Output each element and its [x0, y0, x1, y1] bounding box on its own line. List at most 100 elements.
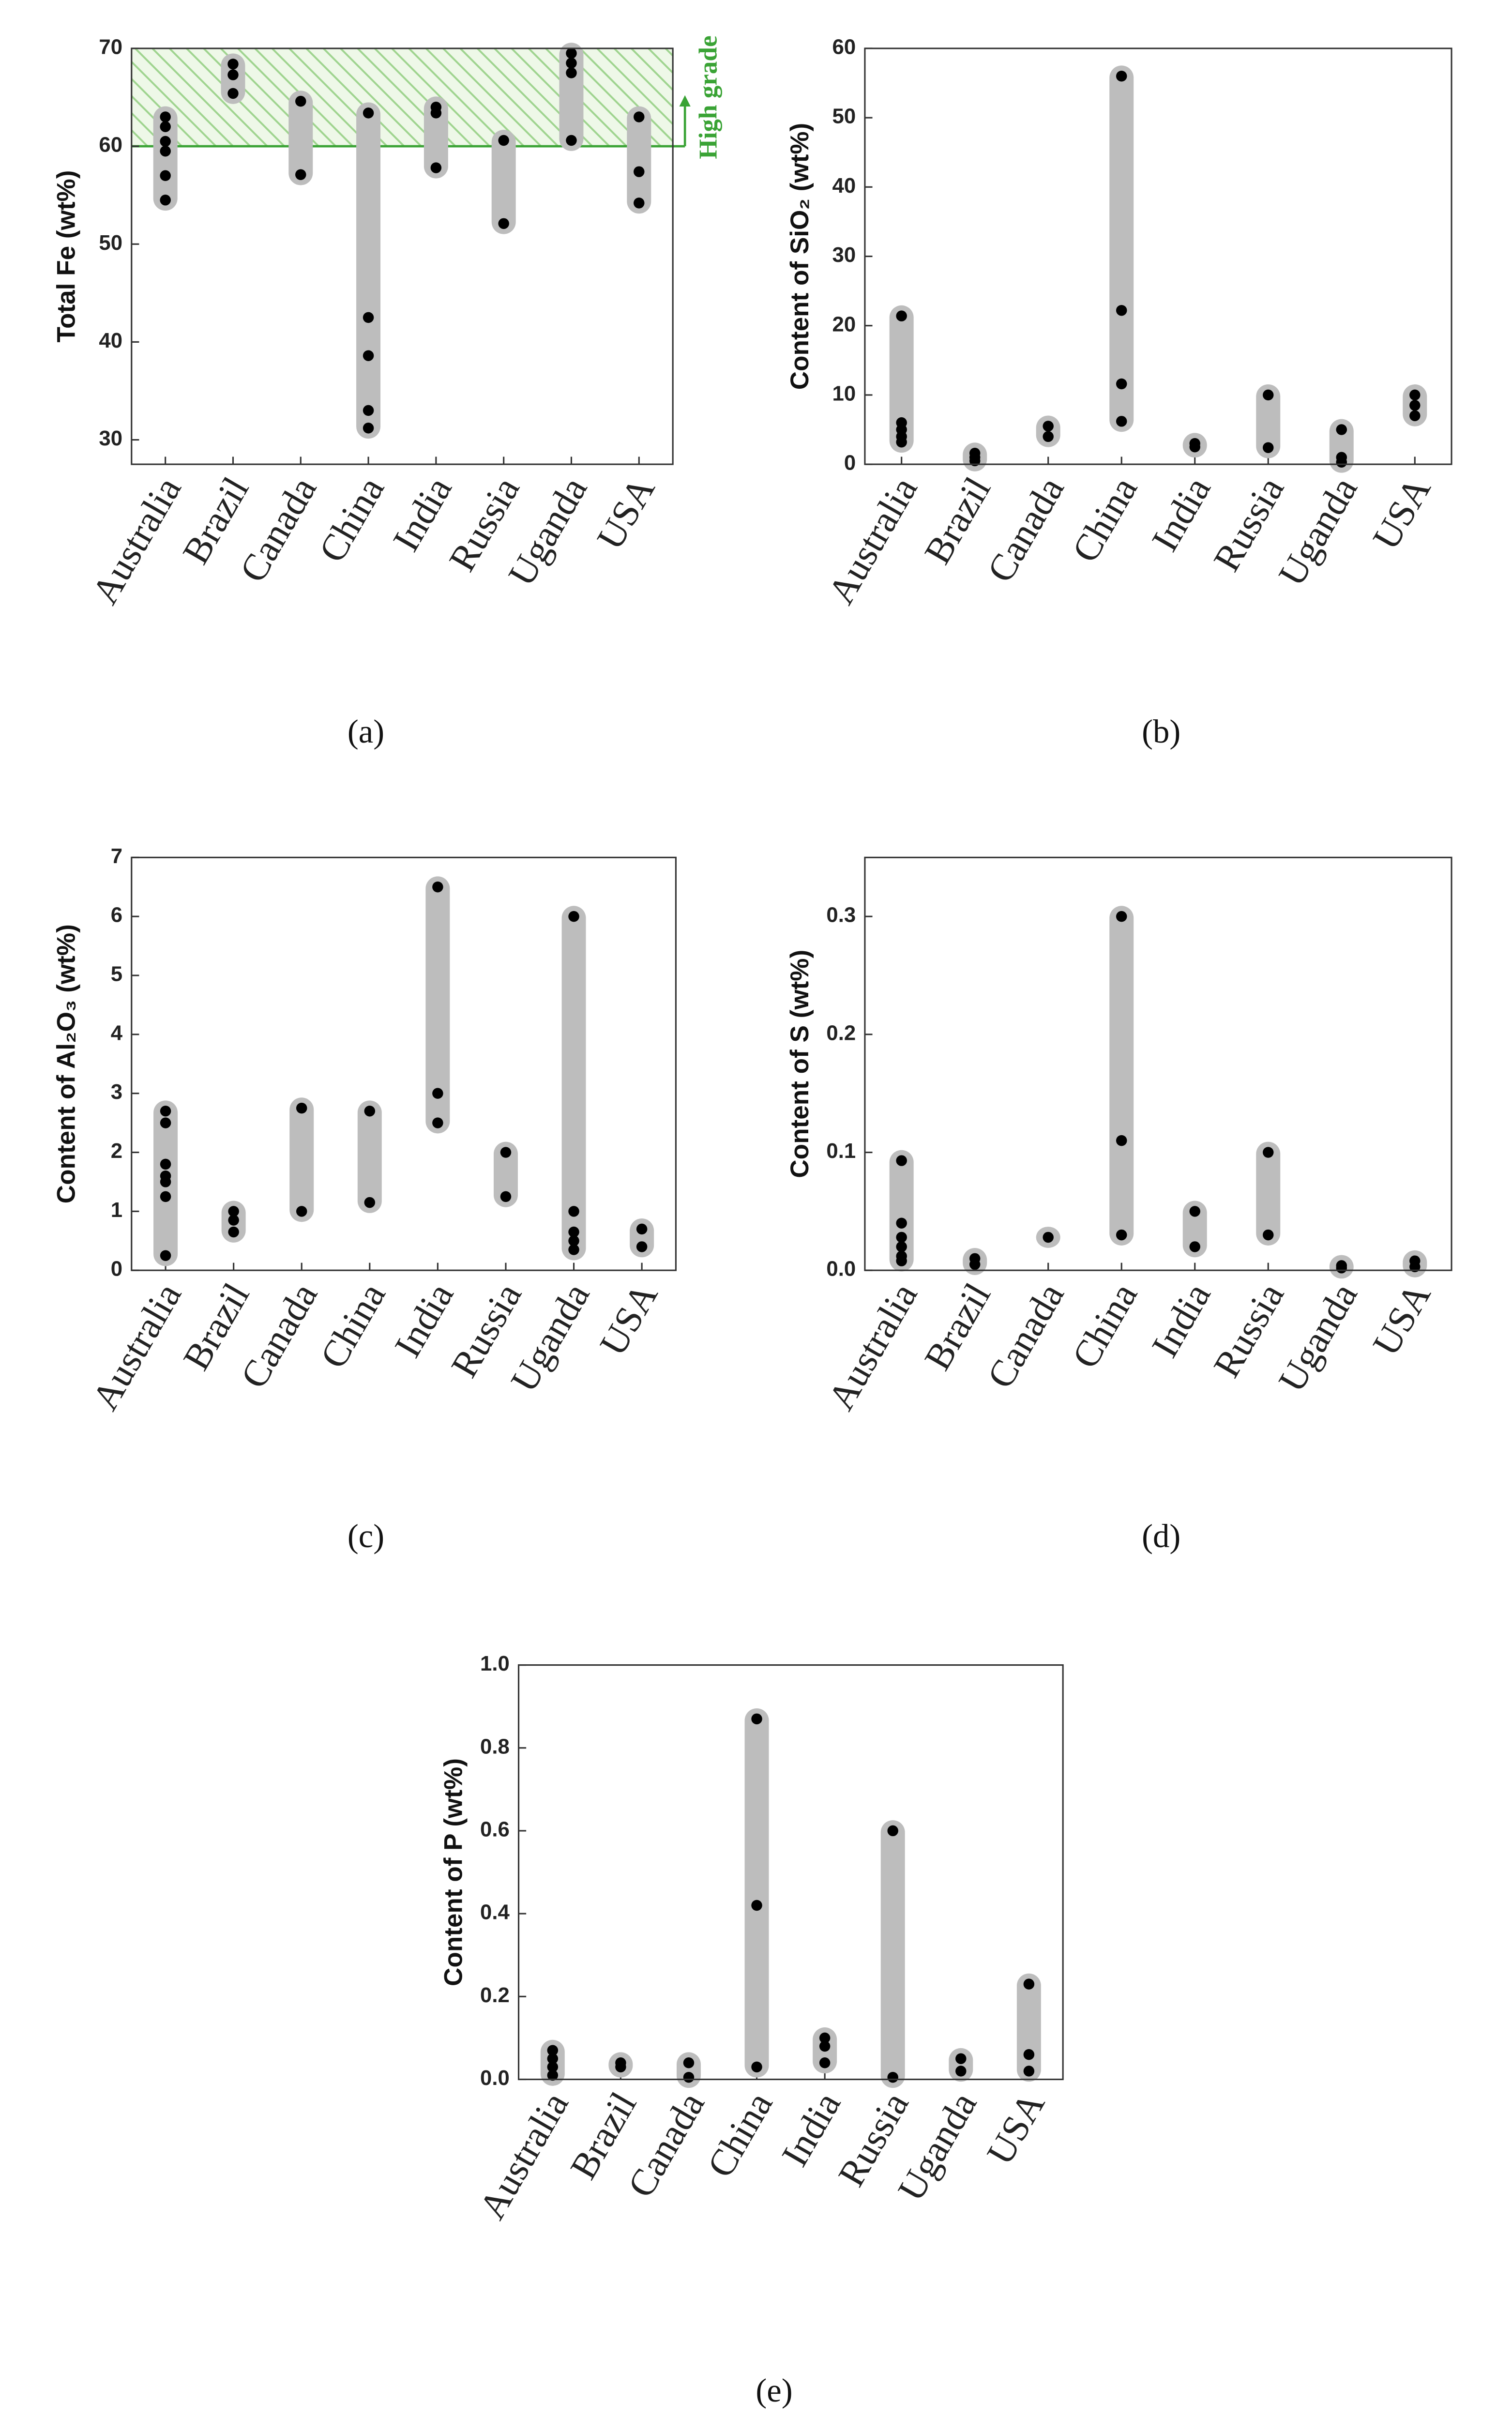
plot-frame — [131, 856, 677, 1271]
data-point — [363, 405, 374, 416]
y-tick-label: 4 — [111, 1021, 123, 1045]
data-point — [500, 1191, 512, 1202]
x-tick-label: USA — [1364, 470, 1438, 557]
y-tick-label: 6 — [111, 903, 122, 927]
data-point — [547, 2069, 559, 2081]
range-bar — [627, 106, 651, 214]
range-bar — [559, 43, 584, 151]
range-bar — [491, 130, 516, 234]
data-point — [896, 1255, 907, 1266]
y-tick-label: 3 — [111, 1080, 122, 1104]
data-point — [636, 1241, 648, 1252]
data-point — [1116, 416, 1127, 427]
data-point — [1023, 2066, 1035, 2077]
data-point — [1409, 1261, 1421, 1273]
data-point — [634, 166, 645, 177]
panel-label: (b) — [1142, 713, 1180, 750]
x-tick-label: China — [312, 1276, 393, 1375]
y-tick-label: 70 — [99, 35, 122, 59]
range-bar — [1016, 1973, 1041, 2082]
range-bar — [356, 102, 381, 439]
range-bar — [949, 2048, 973, 2082]
x-tick-label: USA — [978, 2085, 1052, 2172]
data-point — [500, 1147, 512, 1158]
data-point — [1336, 1262, 1347, 1274]
panel-label: (e) — [756, 2372, 792, 2409]
data-point — [547, 2045, 559, 2056]
y-tick-label: 0.6 — [480, 1817, 510, 1841]
y-tick-label: 40 — [832, 174, 856, 198]
y-tick-label: 5 — [111, 962, 122, 986]
x-tick-label: USA — [589, 470, 663, 557]
y-tick-label: 40 — [99, 329, 122, 352]
data-point — [751, 2061, 762, 2073]
data-point — [566, 58, 577, 69]
data-point — [819, 2032, 831, 2044]
data-point — [432, 1117, 443, 1128]
annotation: High grade — [694, 35, 722, 159]
data-point — [896, 1241, 907, 1252]
range-bar — [1182, 1201, 1207, 1258]
data-point — [896, 1232, 907, 1243]
range-bar — [1329, 419, 1354, 473]
range-bar — [1109, 906, 1134, 1246]
data-point — [1043, 421, 1054, 432]
x-tick-label: China — [1064, 470, 1146, 569]
data-point — [636, 1223, 648, 1235]
y-axis-label: Content of SiO₂ (wt%) — [786, 123, 814, 390]
y-tick-label: 50 — [832, 105, 856, 128]
y-tick-label: 60 — [99, 133, 122, 157]
data-point — [160, 1117, 171, 1128]
data-point — [1263, 1147, 1274, 1158]
data-point — [751, 1900, 762, 1911]
data-point — [498, 218, 509, 229]
x-tick-label: China — [699, 2085, 781, 2184]
x-tick-label: USA — [1364, 1276, 1438, 1363]
data-point — [896, 437, 907, 448]
y-tick-label: 1 — [111, 1198, 122, 1222]
panel-label: (c) — [348, 1518, 384, 1554]
y-tick-label: 0.0 — [826, 1257, 856, 1281]
y-tick-label: 0.2 — [826, 1021, 856, 1045]
data-point — [1409, 410, 1421, 422]
range-bar — [153, 106, 178, 211]
data-point — [363, 350, 374, 361]
y-tick-label: 7 — [111, 844, 122, 868]
x-tick-label: India — [1143, 1276, 1219, 1364]
data-point — [1189, 1206, 1200, 1217]
data-point — [887, 2071, 898, 2083]
y-tick-label: 0 — [844, 451, 856, 475]
data-point — [160, 1250, 171, 1261]
data-point — [547, 2053, 559, 2064]
data-point — [955, 2053, 967, 2064]
data-point — [363, 312, 374, 323]
y-tick-label: 1.0 — [480, 1652, 510, 1675]
data-point — [295, 95, 306, 107]
data-point — [1023, 2049, 1035, 2060]
range-bar — [357, 1100, 382, 1213]
range-bar — [744, 1708, 769, 2078]
y-axis-label: Content of S (wt%) — [786, 950, 814, 1178]
data-point — [568, 1244, 579, 1255]
plot-frame — [864, 47, 1452, 465]
data-point — [683, 2057, 695, 2068]
data-point — [547, 2061, 559, 2073]
data-point — [363, 107, 374, 119]
y-tick-label: 0.0 — [480, 2066, 510, 2090]
x-tick-label: Australia — [84, 1276, 189, 1417]
data-point — [160, 1105, 171, 1117]
data-point — [160, 136, 171, 147]
range-bar — [493, 1141, 518, 1207]
y-tick-label: 30 — [99, 426, 122, 450]
x-tick-label: USA — [591, 1276, 665, 1363]
data-point — [432, 1088, 443, 1099]
data-point — [295, 169, 306, 180]
y-axis-label: Total Fe (wt%) — [52, 170, 81, 343]
data-point — [160, 111, 171, 122]
data-point — [566, 67, 577, 78]
data-point — [1043, 1232, 1054, 1243]
y-tick-label: 20 — [832, 312, 856, 336]
data-point — [568, 1235, 579, 1247]
y-tick-label: 0 — [111, 1257, 122, 1281]
